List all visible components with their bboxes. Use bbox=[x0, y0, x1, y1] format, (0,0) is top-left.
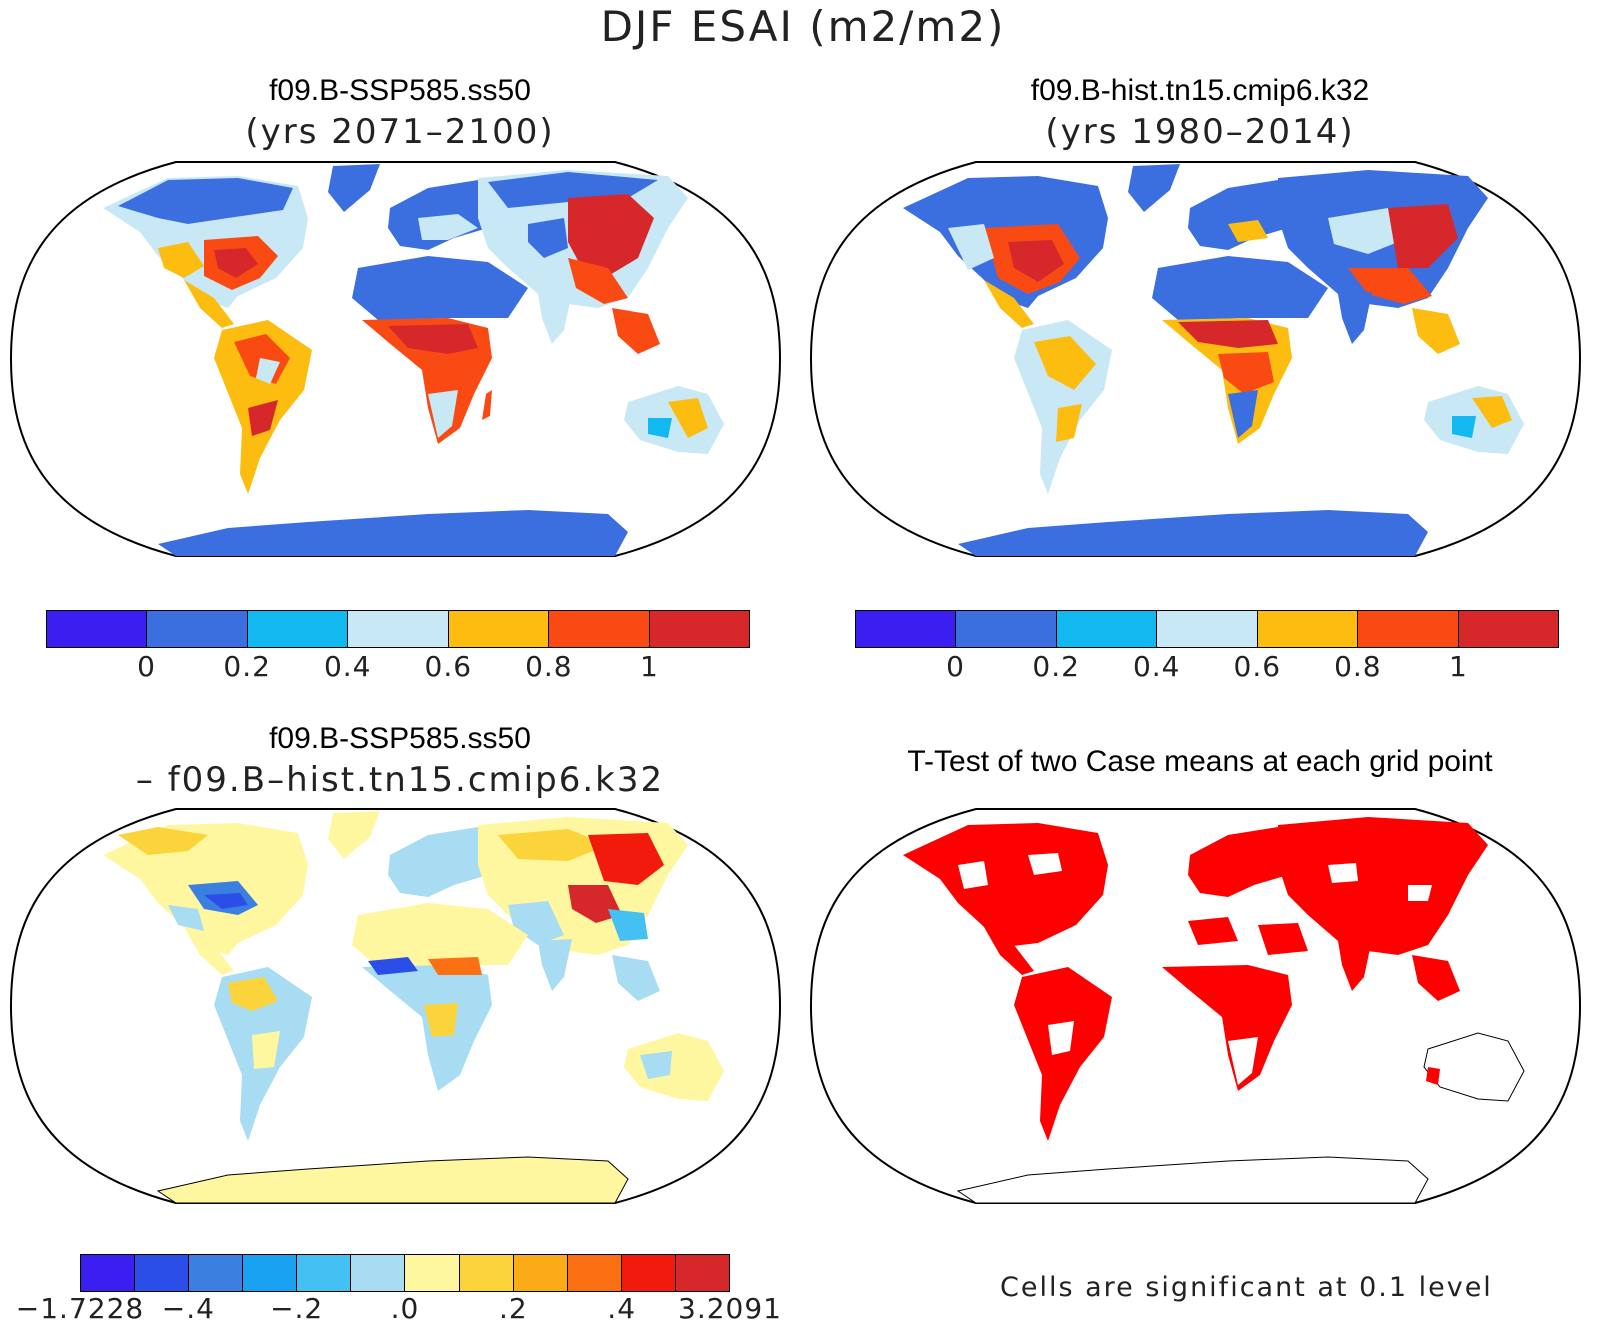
colorbar-diff bbox=[80, 1254, 730, 1292]
colorbar-box bbox=[459, 1255, 514, 1291]
colorbar-box bbox=[81, 1255, 136, 1291]
colorbar-box bbox=[247, 611, 349, 647]
colorbar-box bbox=[348, 611, 449, 647]
panel-2-title: f09.B-hist.tn15.cmip6.k32 bbox=[1030, 74, 1370, 107]
colorbar-box bbox=[448, 611, 550, 647]
panel-1-subtitle: (yrs 2071–2100) bbox=[245, 112, 555, 152]
panel-1-title: f09.B-SSP585.ss50 bbox=[269, 74, 531, 107]
colorbar-tick-label: .4 bbox=[607, 1292, 637, 1325]
colorbar-box bbox=[1458, 611, 1558, 647]
colorbar-box bbox=[513, 1255, 568, 1291]
colorbar-panel-2-ticks: 0 0.2 0.4 0.6 0.8 1 bbox=[855, 650, 1559, 690]
colorbar-box bbox=[856, 611, 957, 647]
colorbar-box bbox=[675, 1255, 729, 1291]
colorbar-tick-label: 0.4 bbox=[323, 650, 372, 683]
significance-note: Cells are significant at 0.1 level bbox=[1000, 1272, 1493, 1303]
colorbar-tick-label: 0 bbox=[946, 650, 965, 683]
colorbar-tick-label: 0 bbox=[137, 650, 156, 683]
panel-3-title: f09.B-SSP585.ss50 bbox=[269, 722, 531, 755]
panel-4-title: T-Test of two Case means at each grid po… bbox=[907, 745, 1493, 778]
colorbar-tick-label: 0.8 bbox=[1334, 650, 1382, 683]
panel-2-subtitle: (yrs 1980–2014) bbox=[1045, 112, 1355, 152]
colorbar-tick-label: 0.6 bbox=[1233, 650, 1282, 683]
map-panel-2 bbox=[809, 161, 1582, 557]
colorbar-box bbox=[189, 1255, 244, 1291]
colorbar-tick-label: 1 bbox=[1449, 650, 1468, 683]
colorbar-box bbox=[405, 1255, 460, 1291]
colorbar-panel-2 bbox=[855, 610, 1559, 648]
colorbar-tick-label: .0 bbox=[390, 1292, 420, 1325]
map-panel-4 bbox=[809, 808, 1582, 1204]
main-title: DJF ESAI (m2/m2) bbox=[600, 2, 1006, 51]
map-panel-1 bbox=[9, 161, 782, 557]
map-panel-3 bbox=[9, 808, 782, 1204]
colorbar-tick-label: 1 bbox=[640, 650, 659, 683]
colorbar-box bbox=[297, 1255, 352, 1291]
colorbar-tick-label: 0.6 bbox=[424, 650, 473, 683]
colorbar-tick-label: 0.2 bbox=[223, 650, 271, 683]
colorbar-tick-label: 0.2 bbox=[1032, 650, 1080, 683]
colorbar-box bbox=[135, 1255, 190, 1291]
colorbar-panel-1 bbox=[46, 610, 750, 648]
colorbar-box bbox=[621, 1255, 676, 1291]
colorbar-box bbox=[649, 611, 749, 647]
colorbar-diff-ticks: −1.7228 −.4 −.2 .0 .2 .4 3.2091 bbox=[16, 1292, 781, 1332]
colorbar-box bbox=[1358, 611, 1459, 647]
colorbar-box bbox=[1157, 611, 1258, 647]
colorbar-box bbox=[147, 611, 248, 647]
colorbar-box bbox=[1257, 611, 1359, 647]
panel-3-subtitle: – f09.B–hist.tn15.cmip6.k32 bbox=[135, 760, 665, 800]
colorbar-panel-1-ticks: 0 0.2 0.4 0.6 0.8 1 bbox=[46, 650, 750, 690]
colorbar-tick-label: −.2 bbox=[270, 1292, 324, 1325]
colorbar-tick-label: 3.2091 bbox=[678, 1292, 782, 1325]
colorbar-tick-label: −.4 bbox=[161, 1292, 215, 1325]
colorbar-box bbox=[956, 611, 1057, 647]
colorbar-box bbox=[549, 611, 650, 647]
colorbar-box bbox=[243, 1255, 298, 1291]
colorbar-box bbox=[47, 611, 148, 647]
colorbar-box bbox=[567, 1255, 622, 1291]
colorbar-tick-label: .2 bbox=[498, 1292, 528, 1325]
colorbar-tick-label: −1.7228 bbox=[15, 1292, 145, 1325]
colorbar-box bbox=[351, 1255, 406, 1291]
colorbar-box bbox=[1056, 611, 1158, 647]
colorbar-tick-label: 0.4 bbox=[1132, 650, 1181, 683]
colorbar-tick-label: 0.8 bbox=[525, 650, 573, 683]
